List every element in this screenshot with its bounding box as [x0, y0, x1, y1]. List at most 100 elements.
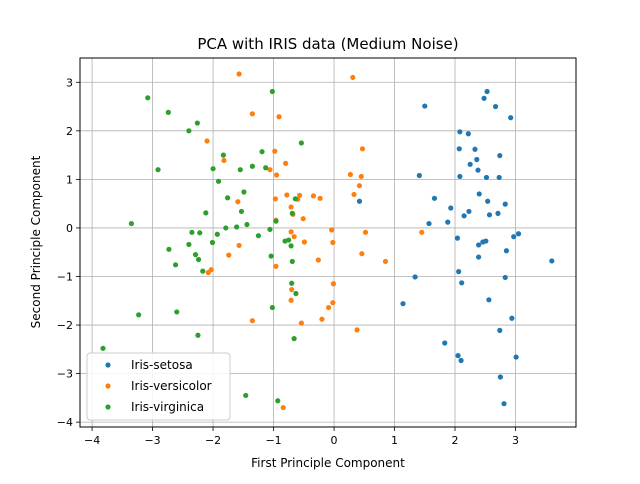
data-point [511, 234, 517, 240]
legend-label: Iris-virginica [131, 400, 204, 414]
data-point [243, 392, 249, 399]
data-point [465, 131, 471, 137]
data-point [289, 258, 295, 265]
data-point [458, 357, 464, 364]
data-point [509, 315, 515, 321]
legend: Iris-setosa Iris-versicolor Iris-virginica [86, 352, 231, 421]
data-point [197, 230, 203, 236]
data-point [100, 345, 106, 351]
data-point [426, 220, 432, 227]
data-point [412, 274, 418, 280]
data-point [223, 225, 229, 231]
data-point [474, 156, 480, 163]
x-tick-label: −2 [205, 434, 221, 447]
data-point [442, 340, 448, 346]
y-tick-label: 1 [66, 173, 73, 186]
data-point [356, 198, 363, 204]
series-iris-virginica [100, 88, 304, 404]
data-point [484, 88, 490, 95]
data-point [155, 167, 161, 173]
data-point [272, 148, 278, 154]
data-point [269, 88, 275, 95]
data-point [288, 204, 294, 210]
data-point [172, 262, 179, 268]
data-point [503, 248, 510, 254]
data-point [236, 71, 242, 77]
series-iris-setosa [356, 88, 555, 407]
data-point [273, 263, 279, 269]
x-tick-label: −4 [84, 434, 100, 447]
data-point [466, 208, 472, 215]
x-tick-label: 2 [452, 434, 459, 447]
data-point [283, 160, 289, 166]
data-point [467, 161, 473, 167]
data-point [416, 172, 422, 179]
data-point [476, 242, 482, 248]
data-point [267, 226, 273, 232]
data-point [326, 304, 332, 311]
data-point [483, 174, 490, 181]
data-point [496, 174, 502, 181]
data-point [329, 227, 335, 233]
data-point [481, 95, 487, 101]
data-point [214, 231, 220, 237]
data-point [267, 167, 273, 173]
data-point [268, 253, 274, 259]
data-point [422, 103, 428, 109]
data-point [195, 332, 201, 338]
data-point [497, 374, 503, 380]
data-point [400, 301, 406, 307]
data-point [472, 146, 478, 152]
data-point [301, 239, 308, 245]
data-point [205, 270, 211, 276]
y-tick-label: −2 [57, 319, 73, 332]
data-point [476, 254, 482, 260]
y-tick-label: −1 [57, 270, 73, 283]
data-point [497, 152, 503, 159]
y-tick-label: −4 [57, 416, 73, 429]
axis-ticks: −4 −3 −2 −1 0 1 2 3 −4 −3 −2 −1 0 1 2 3 [57, 76, 519, 447]
data-point [186, 241, 192, 248]
data-point [236, 242, 242, 249]
data-point [356, 183, 363, 189]
legend-marker [105, 404, 111, 410]
data-point [362, 229, 369, 235]
x-tick-label: −1 [265, 434, 281, 447]
legend-entries: Iris-setosa Iris-versicolor Iris-virginica [105, 358, 212, 414]
data-point [237, 167, 243, 173]
data-point [359, 251, 365, 257]
data-point [238, 208, 245, 215]
y-tick-label: −3 [57, 368, 73, 381]
data-point [273, 172, 280, 178]
data-point [280, 404, 286, 411]
data-point [330, 239, 336, 246]
data-point [475, 167, 481, 173]
data-point [419, 229, 425, 235]
y-axis-label: Second Principle Component [29, 155, 43, 328]
data-point [330, 300, 336, 306]
data-point [480, 239, 486, 245]
data-point [486, 297, 492, 303]
data-point [220, 152, 226, 158]
data-point [273, 218, 279, 224]
data-point [269, 304, 275, 311]
data-point [315, 257, 321, 263]
x-tick-label: 1 [391, 434, 398, 447]
data-point [288, 243, 294, 249]
data-point [272, 196, 278, 202]
data-point [128, 220, 135, 227]
data-point [296, 192, 303, 199]
data-point [310, 193, 317, 199]
x-axis-label: First Principle Component [251, 456, 405, 470]
legend-marker [105, 362, 111, 368]
y-tick-label: 2 [66, 125, 73, 138]
data-point [358, 173, 364, 180]
data-point [192, 252, 199, 258]
data-point [145, 95, 151, 101]
data-point [288, 229, 294, 235]
data-point [495, 210, 501, 216]
data-point [298, 140, 304, 146]
x-tick-label: 3 [512, 434, 519, 447]
legend-box [86, 352, 231, 421]
